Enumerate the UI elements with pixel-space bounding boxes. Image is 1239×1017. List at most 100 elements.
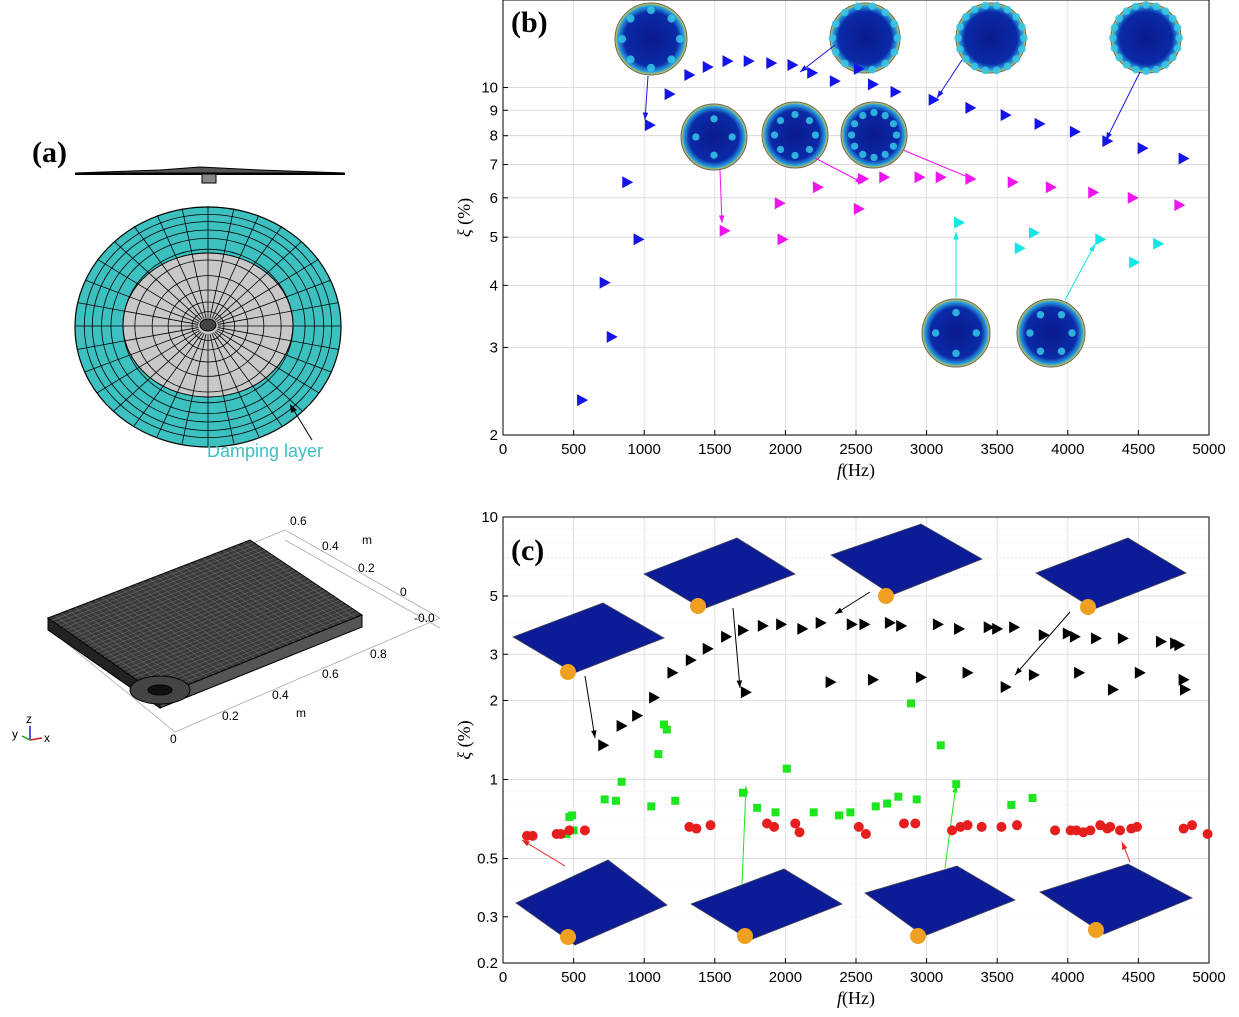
y-axis-symbol: ξ	[454, 747, 474, 759]
mode-lobe	[1012, 13, 1021, 21]
mode-lobe	[626, 14, 635, 23]
mesh-ztick: -0.0	[414, 611, 435, 625]
mesh-radial-line	[216, 258, 319, 322]
plate-mesh-line	[141, 602, 344, 684]
mode-lobe	[1018, 22, 1026, 31]
mode-lobe	[970, 62, 979, 71]
plate-mesh-line	[236, 544, 349, 621]
data-point-triangle	[853, 62, 865, 75]
data-point-triangle	[606, 330, 618, 343]
data-point-triangle	[915, 671, 927, 684]
y-tick-label: 10	[481, 509, 498, 526]
data-point-circle	[910, 818, 921, 829]
x-tick-label: 3500	[981, 969, 1014, 986]
data-point-triangle	[776, 618, 788, 631]
data-point-circle	[962, 820, 973, 831]
mesh-radial-line	[84, 328, 199, 373]
mode-lobe	[870, 108, 878, 117]
data-point-triangle	[1095, 233, 1107, 246]
y-tick-label: 0.3	[477, 909, 498, 926]
mesh-ring	[101, 229, 315, 423]
data-point-triangle	[644, 119, 656, 132]
mesh-ring	[167, 289, 249, 363]
y-tick-label: 3	[490, 646, 498, 663]
data-point-triangle	[954, 216, 966, 229]
y-tick-label: 6	[490, 190, 498, 207]
mode-lobe	[992, 1, 1001, 10]
y-tick-label: 2	[490, 692, 498, 709]
data-point-triangle	[1127, 191, 1139, 204]
tick-labels: 0 500 1000 1500 2000 2500 3000 3500 4000 4500 5000…	[477, 509, 1226, 986]
mode-lobe	[828, 34, 837, 42]
mesh-radial-line	[77, 327, 199, 350]
plate-mesh	[46, 539, 364, 709]
mode-shape-plate	[1039, 863, 1193, 935]
x-tick-label: 2000	[769, 441, 802, 458]
annotation-arrowhead	[800, 65, 808, 72]
data-point-triangle	[1178, 673, 1190, 686]
data-point-square	[617, 777, 626, 786]
data-point-triangle	[787, 59, 799, 72]
mode-shape-plate	[512, 602, 665, 674]
data-point-triangle	[935, 171, 947, 184]
mesh-xtick: 0	[170, 732, 177, 746]
mode-lobe	[728, 133, 736, 141]
y-tick-label: 4	[490, 277, 498, 294]
y-tick-label: 5	[490, 229, 498, 246]
mode-lobe	[889, 142, 898, 150]
inset-b4	[1105, 0, 1184, 141]
inset-c7	[864, 784, 1016, 944]
mesh-ring	[191, 311, 225, 341]
data-point-triangle	[815, 616, 827, 629]
data-point-square	[952, 780, 961, 789]
mode-hotspot	[1080, 599, 1096, 615]
annotation-arrowhead	[1089, 244, 1095, 252]
mesh-radial-line	[156, 214, 205, 319]
mesh-ytick: 0.2	[358, 561, 375, 575]
plate-mesh-line	[144, 604, 348, 686]
data-point-circle	[1178, 823, 1189, 834]
data-point-triangle	[1028, 669, 1040, 682]
mode-lobe	[1012, 55, 1021, 63]
data-point-triangle	[884, 616, 896, 629]
mesh-axis-ticks: 0.6 0.4 0.2 0 m -0.0 0.8 0.6 0.4 m 0.2 0	[170, 514, 435, 746]
data-point-triangle	[812, 181, 824, 194]
mesh-ytick: 0.6	[290, 514, 307, 528]
chart-c-svg: 0 500 1000 1500 2000 2500 3000 3500 4000 4500 5000…	[454, 509, 1226, 1009]
data-point-square	[782, 764, 791, 773]
mode-lobe	[647, 63, 655, 72]
y-axis-label: ξ (%)	[454, 720, 475, 759]
mesh-radial-line	[209, 208, 235, 319]
data-point-triangle	[896, 619, 908, 632]
x-tick-label: 4500	[1122, 969, 1155, 986]
data-point-square	[739, 788, 748, 797]
x-tick-label: 1000	[628, 969, 661, 986]
mode-lobe	[1161, 61, 1170, 69]
data-point-triangle	[797, 622, 809, 635]
y-tick-label: 1	[490, 772, 498, 789]
y-tick-label: 0.5	[477, 851, 498, 868]
mode-lobe	[1003, 5, 1012, 14]
mode-lobe	[853, 2, 862, 11]
data-point-circle	[705, 820, 716, 831]
inset-b8	[921, 232, 991, 368]
mesh-radial-line	[214, 331, 303, 412]
annotation-arrow	[1064, 243, 1096, 301]
data-point-circle	[860, 829, 871, 840]
data-point-square	[659, 720, 668, 729]
mesh-ytick: 0.4	[322, 539, 339, 553]
mode-lobe	[970, 5, 979, 14]
data-point-square	[809, 808, 818, 817]
data-point-triangle	[890, 85, 902, 98]
mode-lobe	[992, 66, 1001, 75]
mesh-radial-line	[156, 333, 205, 438]
data-point-circle	[1202, 829, 1213, 840]
mode-lobe	[1152, 2, 1161, 11]
mode-shape-disc	[1110, 2, 1182, 74]
annotation-arrow	[902, 149, 976, 181]
data-point-triangle	[1117, 632, 1129, 645]
data-point-circle	[1011, 820, 1022, 831]
mode-lobe	[881, 59, 890, 68]
data-point-triangle	[599, 276, 611, 289]
data-point-square	[771, 808, 780, 817]
